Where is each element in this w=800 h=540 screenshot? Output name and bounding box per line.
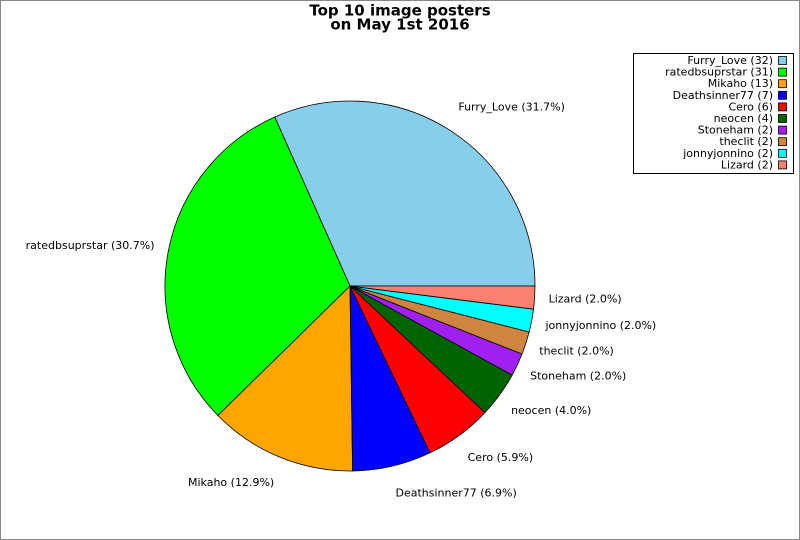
pie-slice bbox=[274, 100, 536, 287]
legend-label: Stoneham (2) bbox=[698, 124, 773, 137]
legend-swatch bbox=[778, 90, 787, 100]
legend-swatch bbox=[778, 125, 787, 135]
legend-label: ratedbsuprstar (31) bbox=[665, 66, 773, 79]
legend-swatch bbox=[778, 79, 787, 89]
chart-title: Top 10 image posters bbox=[309, 2, 490, 20]
legend-swatch bbox=[778, 160, 787, 170]
pie-slice bbox=[349, 285, 536, 310]
legend-label: Furry_Love (32) bbox=[687, 54, 773, 67]
legend-swatch bbox=[778, 67, 787, 77]
chart-subtitle: on May 1st 2016 bbox=[330, 16, 469, 34]
legend-label: Mikaho (13) bbox=[708, 77, 773, 90]
legend-swatch bbox=[778, 56, 787, 65]
legend-label: Cero (6) bbox=[728, 100, 773, 113]
pie-slice bbox=[217, 285, 354, 472]
legend-label: neocen (4) bbox=[714, 112, 773, 125]
legend-swatch bbox=[778, 114, 787, 123]
slice-label: Stoneham (2.0%) bbox=[530, 370, 626, 383]
slice-label: Cero (5.9%) bbox=[468, 451, 533, 464]
pie-slice bbox=[164, 116, 351, 417]
slice-label: jonnyjonnino (2.0%) bbox=[544, 319, 656, 332]
legend-swatch bbox=[778, 148, 787, 158]
slice-label: Mikaho (12.9%) bbox=[188, 476, 274, 489]
slice-label: Deathsinner77 (6.9%) bbox=[395, 486, 516, 499]
legend-label: Lizard (2) bbox=[721, 158, 773, 171]
legend-label: Deathsinner77 (7) bbox=[673, 89, 773, 102]
slice-label: Furry_Love (31.7%) bbox=[458, 100, 565, 113]
slice-label: neocen (4.0%) bbox=[511, 404, 591, 417]
legend-label: jonnyjonnino (2) bbox=[682, 147, 773, 160]
slice-label: Lizard (2.0%) bbox=[549, 292, 622, 305]
slice-label: theclit (2.0%) bbox=[539, 345, 614, 358]
slice-label: ratedbsuprstar (30.7%) bbox=[26, 239, 155, 252]
legend-box bbox=[633, 53, 794, 174]
legend-label: theclit (2) bbox=[719, 135, 773, 148]
legend-swatch bbox=[778, 102, 787, 112]
legend-swatch bbox=[778, 137, 787, 147]
